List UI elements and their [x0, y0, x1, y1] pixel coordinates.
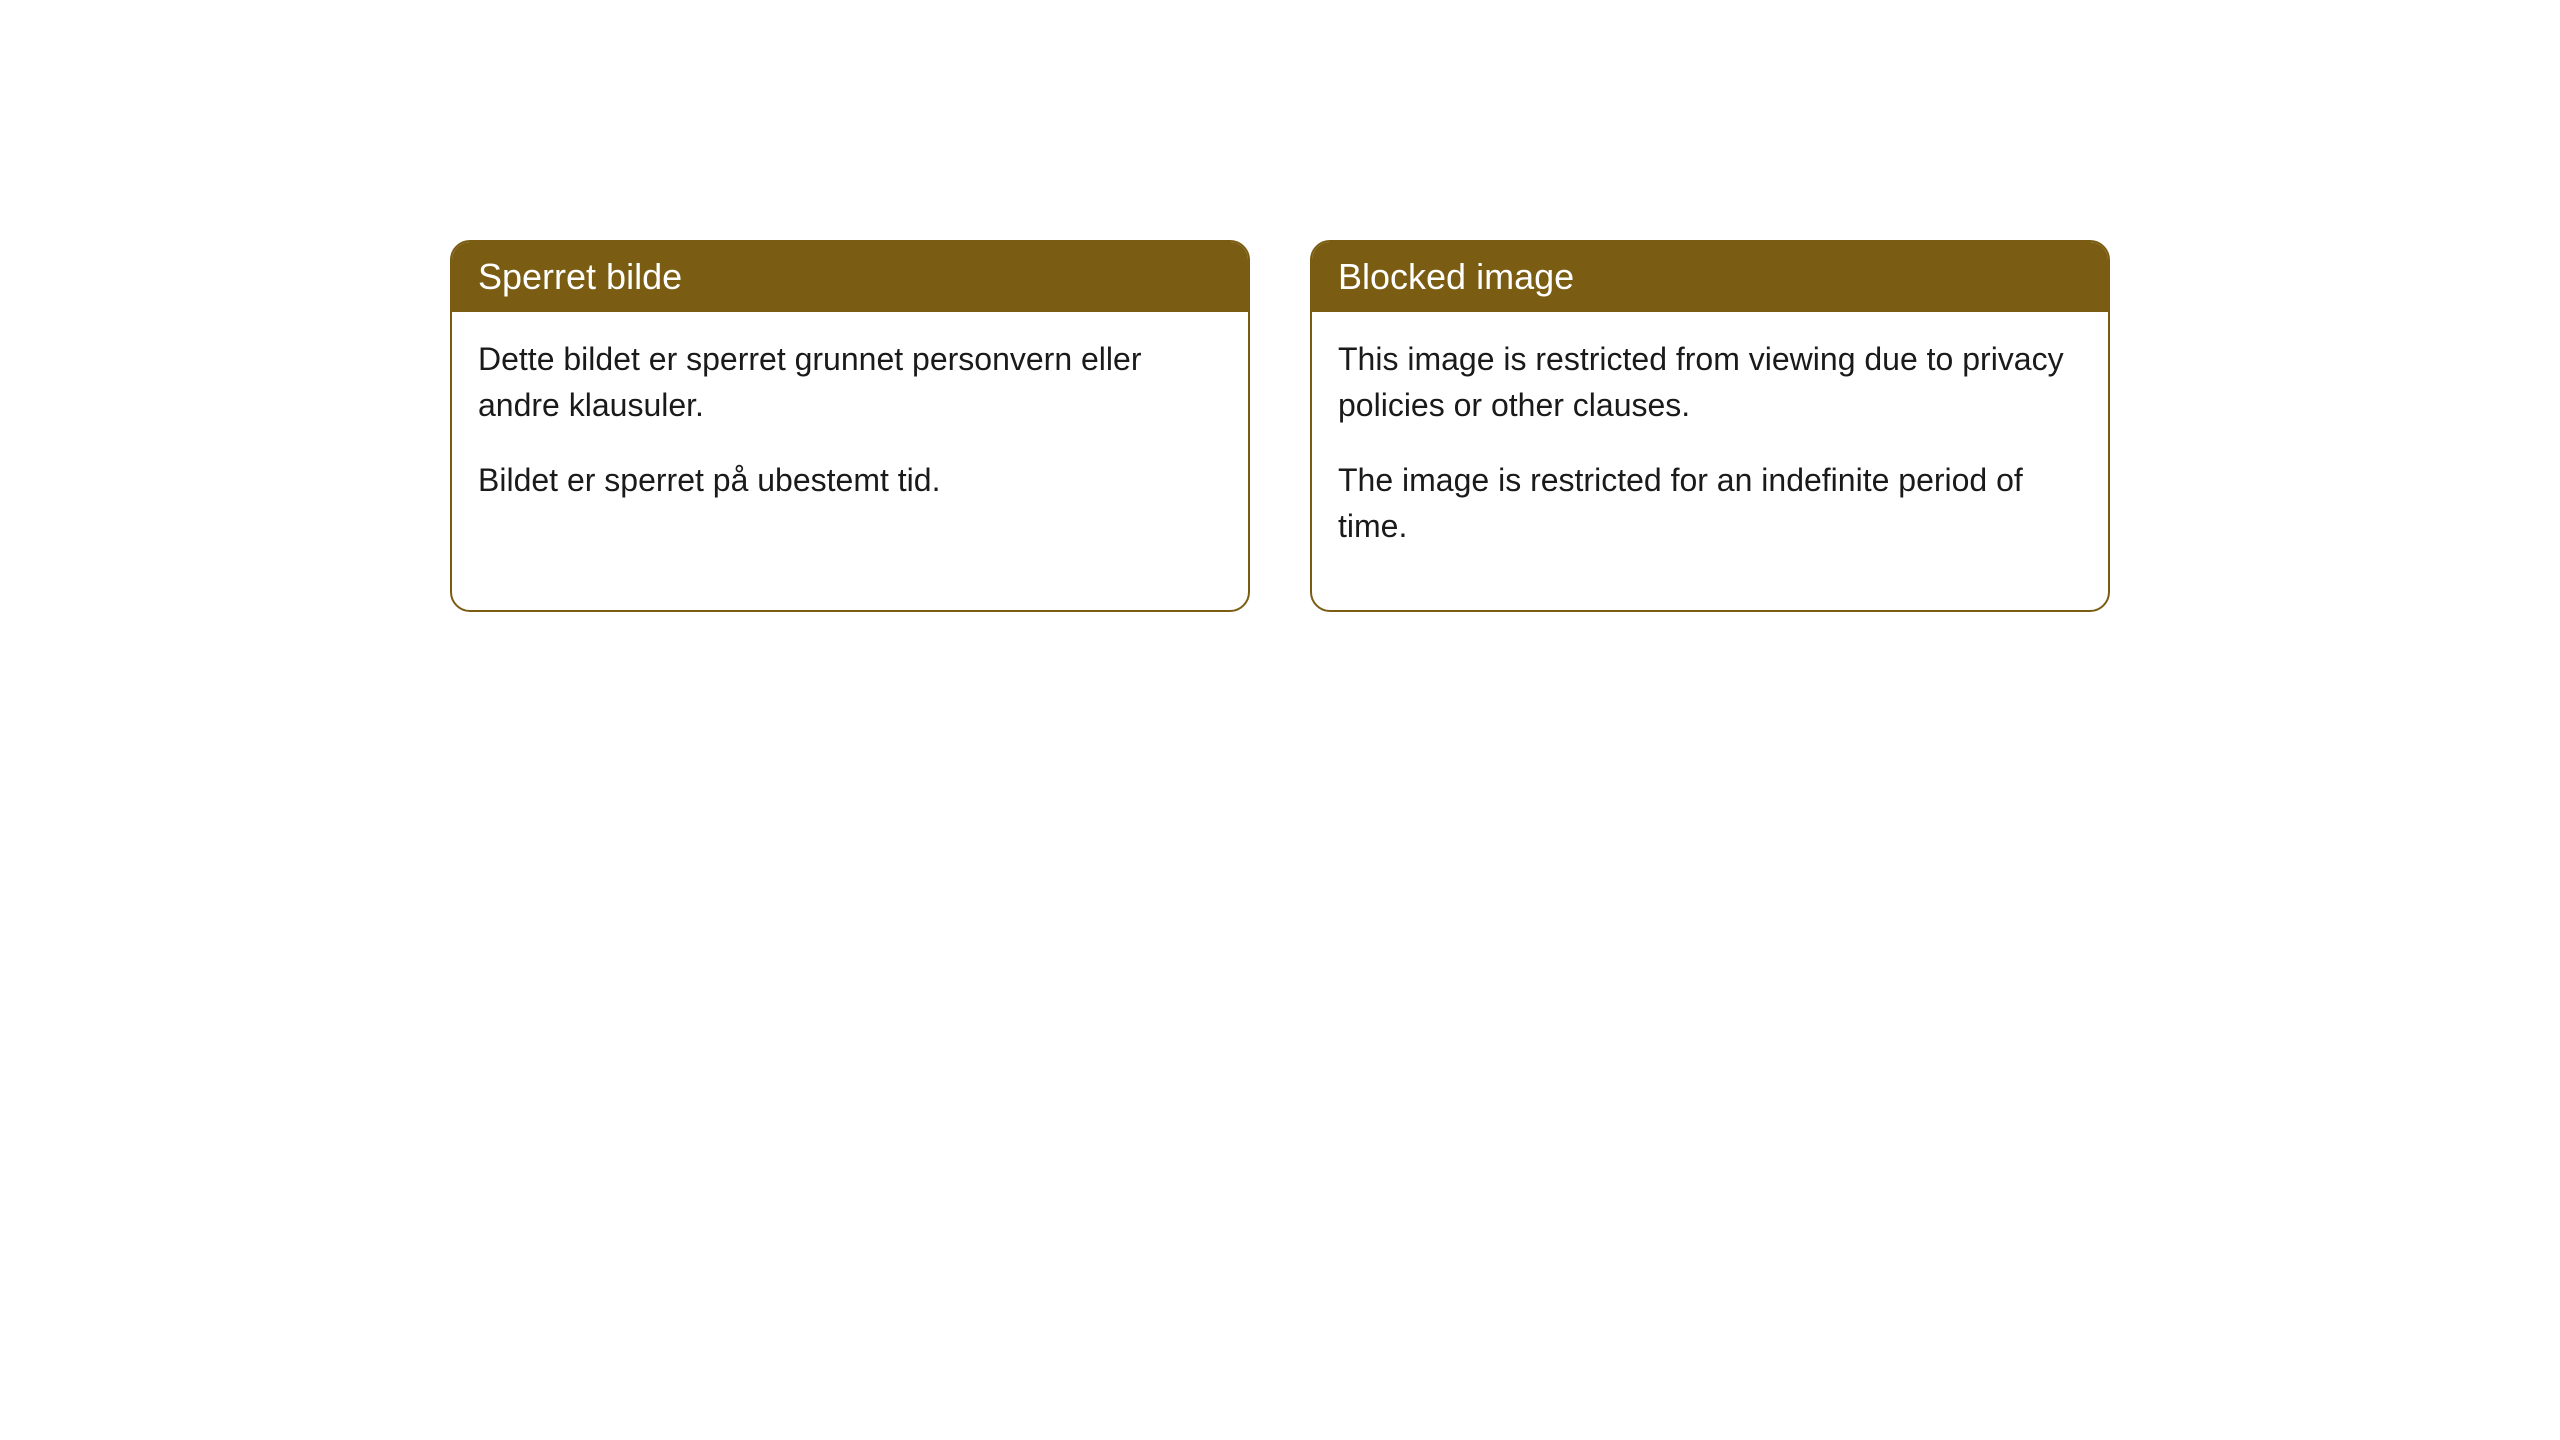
card-paragraph-2: The image is restricted for an indefinit…	[1338, 457, 2082, 550]
card-body: This image is restricted from viewing du…	[1312, 312, 2108, 610]
blocked-image-card-english: Blocked image This image is restricted f…	[1310, 240, 2110, 612]
card-header: Sperret bilde	[452, 242, 1248, 312]
card-paragraph-2: Bildet er sperret på ubestemt tid.	[478, 457, 1222, 503]
card-paragraph-1: This image is restricted from viewing du…	[1338, 336, 2082, 429]
card-header: Blocked image	[1312, 242, 2108, 312]
blocked-image-card-norwegian: Sperret bilde Dette bildet er sperret gr…	[450, 240, 1250, 612]
card-title: Sperret bilde	[478, 256, 682, 297]
card-body: Dette bildet er sperret grunnet personve…	[452, 312, 1248, 563]
card-title: Blocked image	[1338, 256, 1574, 297]
card-paragraph-1: Dette bildet er sperret grunnet personve…	[478, 336, 1222, 429]
cards-container: Sperret bilde Dette bildet er sperret gr…	[0, 240, 2560, 612]
